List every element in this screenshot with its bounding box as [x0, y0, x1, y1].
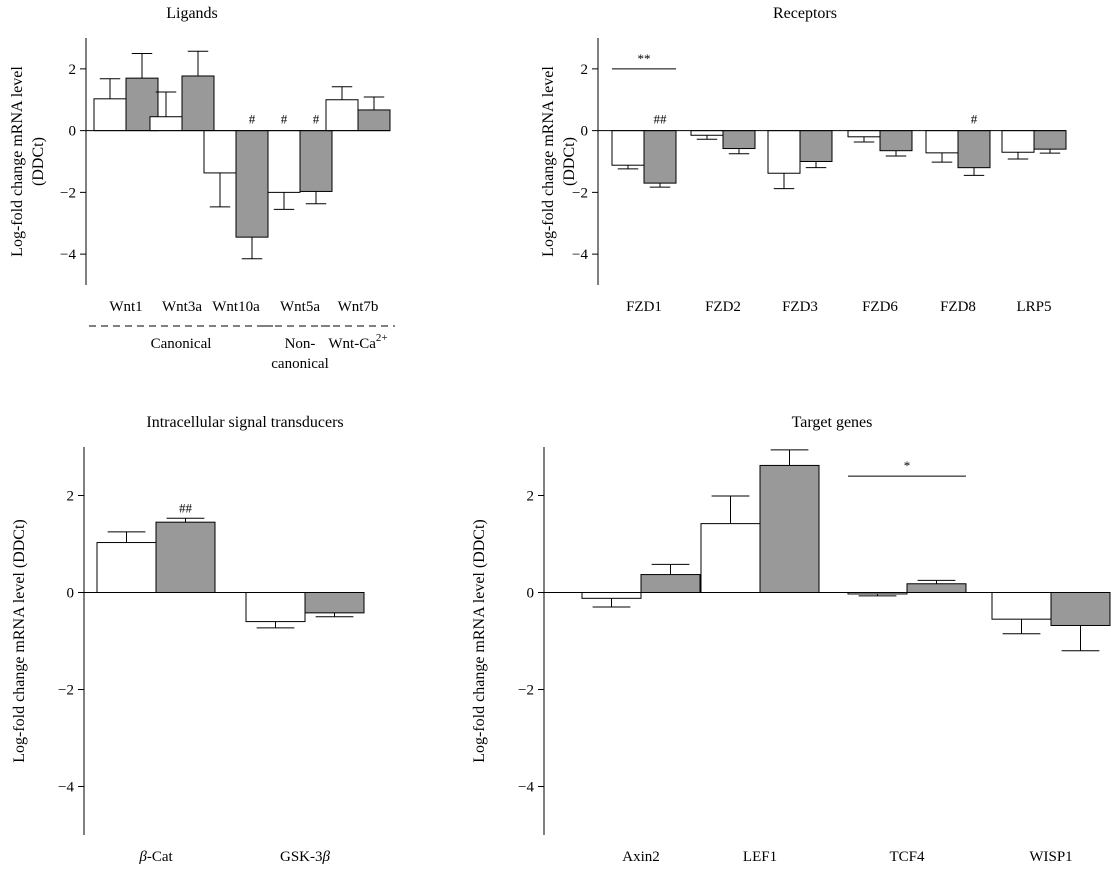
target-genes-significance-mark: *: [904, 458, 911, 473]
receptors-bar-fzd3-series-2: [799, 130, 833, 162]
intracellular-signal-transducers-y-tick-label: 0: [67, 586, 75, 602]
ligands-group-label-3-line-1: Wnt-Ca2+: [328, 332, 387, 352]
receptors-category-label-fzd8: FZD8: [940, 299, 976, 315]
ligands-bar-wnt5a-series-1: [267, 130, 301, 193]
receptors-y-tick-label: 2: [581, 62, 589, 78]
ligands-bar-wnt1-series-1: [93, 98, 127, 132]
intracellular-signal-transducers-title: Intracellular signal transducers: [146, 414, 343, 431]
ligands-annotation-wnt5a: #: [281, 112, 288, 127]
receptors-ylabel-line-2: (DDCt): [561, 137, 578, 186]
target-genes-y-tick-label: −4: [518, 780, 534, 796]
ligands-group-label-1-line-1: Canonical: [151, 336, 212, 352]
receptors-significance-mark: **: [638, 51, 651, 66]
intracellular-signal-transducers-annotation-cat: ##: [179, 500, 193, 515]
target-genes-bar-tcf4-series-2: [906, 583, 967, 594]
receptors-title: Receptors: [773, 5, 837, 22]
receptors-category-label-fzd3: FZD3: [782, 299, 818, 315]
target-genes-bar-lef1-series-1: [700, 523, 761, 594]
intracellular-signal-transducers-bar-cat-series-2: [155, 521, 216, 593]
receptors-category-label-fzd1: FZD1: [626, 299, 662, 315]
target-genes-bar-lef1-series-2: [759, 464, 820, 593]
intracellular-signal-transducers-y-tick-label: −4: [58, 780, 74, 796]
receptors-annotation-fzd1: ##: [654, 112, 668, 127]
ligands-bar-wnt7b-series-1: [325, 99, 359, 132]
receptors-bar-fzd8-series-2: [957, 130, 991, 169]
receptors-category-label-fzd6: FZD6: [862, 299, 898, 315]
receptors-bar-fzd2-series-1: [690, 130, 724, 136]
ligands-y-tick-label: −4: [60, 247, 76, 263]
ligands-y-tick-label: −2: [60, 185, 76, 201]
target-genes-bar-wisp1-series-1: [991, 592, 1052, 620]
receptors-bar-fzd2-series-2: [722, 130, 756, 150]
ligands-group-label-2-line-2: canonical: [271, 356, 328, 372]
chart-target-genes: Target genes Log-fold change mRNA level (…: [471, 414, 1111, 865]
target-genes-y-tick-label: −2: [518, 683, 534, 699]
ligands-ylabel-line-1: Log-fold change mRNA level: [9, 66, 26, 257]
receptors-bar-fzd6-series-2: [879, 130, 913, 152]
target-genes-category-label-axin2: Axin2: [622, 849, 660, 865]
receptors-ylabel-line-1: Log-fold change mRNA level: [540, 66, 557, 257]
target-genes-bar-axin2-series-2: [640, 574, 701, 593]
ligands-bar-wnt3a-series-1: [149, 116, 183, 132]
receptors-bar-fzd1-series-1: [611, 130, 645, 166]
intracellular-signal-transducers-bar-cat-series-1: [96, 542, 157, 593]
receptors-bar-lrp5-series-1: [1001, 130, 1035, 153]
receptors-bar-fzd3-series-1: [767, 130, 801, 174]
intracellular-signal-transducers-y-tick-label: 2: [67, 489, 75, 505]
ligands-category-label-wnt3a: Wnt3a: [162, 299, 202, 315]
receptors-y-tick-label: 0: [581, 124, 589, 140]
ligands-category-label-wnt5a: Wnt5a: [280, 299, 320, 315]
intracellular-signal-transducers-bar-gsk-3-series-1: [245, 592, 306, 623]
receptors-y-tick-label: −2: [572, 185, 588, 201]
chart-intracellular-signal-transducers: Intracellular signal transducers Log-fold…: [11, 414, 365, 865]
ligands-y-tick-label: 2: [69, 62, 77, 78]
receptors-bar-fzd1-series-2: [643, 130, 677, 184]
ligands-category-label-wnt7b: Wnt7b: [338, 299, 379, 315]
receptors-bar-fzd6-series-1: [847, 130, 881, 138]
target-genes-category-label-lef1: LEF1: [743, 849, 777, 865]
target-genes-y-tick-label: 2: [527, 489, 535, 505]
receptors-bar-lrp5-series-2: [1033, 130, 1067, 150]
ligands-bar-wnt10a-series-1: [203, 130, 237, 174]
ligands-ylabel-line-2: (DDCt): [30, 137, 47, 186]
ligands-group-label-2-line-1: Non-: [285, 336, 316, 352]
intracellular-signal-transducers-bar-gsk-3-series-2: [304, 592, 365, 614]
intracellular-signal-transducers-category-label-gsk-3: GSK-3β: [280, 849, 331, 865]
target-genes-title: Target genes: [792, 414, 873, 431]
ligands-bar-wnt10a-series-2: [235, 130, 269, 238]
target-genes-bar-axin2-series-1: [581, 592, 642, 599]
ligands-annotation-wnt5a: #: [313, 112, 320, 127]
ligands-bar-wnt3a-series-2: [181, 75, 215, 132]
receptors-bar-fzd8-series-1: [925, 130, 959, 154]
ligands-category-label-wnt10a: Wnt10a: [212, 299, 260, 315]
ligands-annotation-wnt10a: #: [249, 112, 256, 127]
ligands-y-tick-label: 0: [69, 124, 77, 140]
ligands-bar-wnt7b-series-2: [357, 109, 391, 132]
ligands-bar-wnt5a-series-2: [299, 130, 333, 192]
intracellular-signal-transducers-y-tick-label: −2: [58, 683, 74, 699]
receptors-y-tick-label: −4: [572, 247, 588, 263]
intracellular-signal-transducers-category-label-cat: β-Cat: [138, 849, 173, 865]
ligands-title: Ligands: [166, 5, 218, 22]
receptors-annotation-fzd8: #: [971, 112, 978, 127]
target-genes-ylabel-line-1: Log-fold change mRNA level (DDCt): [471, 519, 488, 763]
ligands-category-label-wnt1: Wnt1: [109, 299, 142, 315]
target-genes-category-label-tcf4: TCF4: [889, 849, 925, 865]
receptors-category-label-fzd2: FZD2: [705, 299, 741, 315]
receptors-category-label-lrp5: LRP5: [1016, 299, 1051, 315]
intracellular-signal-transducers-ylabel-line-1: Log-fold change mRNA level (DDCt): [11, 519, 28, 763]
target-genes-category-label-wisp1: WISP1: [1029, 849, 1072, 865]
target-genes-bar-wisp1-series-2: [1050, 592, 1111, 626]
chart-receptors: Receptors Log-fold change mRNA level (DDCt…: [540, 5, 1067, 315]
target-genes-y-tick-label: 0: [527, 586, 535, 602]
chart-ligands: Ligands Log-fold change mRNA level (DDCt) 2…: [9, 5, 395, 372]
